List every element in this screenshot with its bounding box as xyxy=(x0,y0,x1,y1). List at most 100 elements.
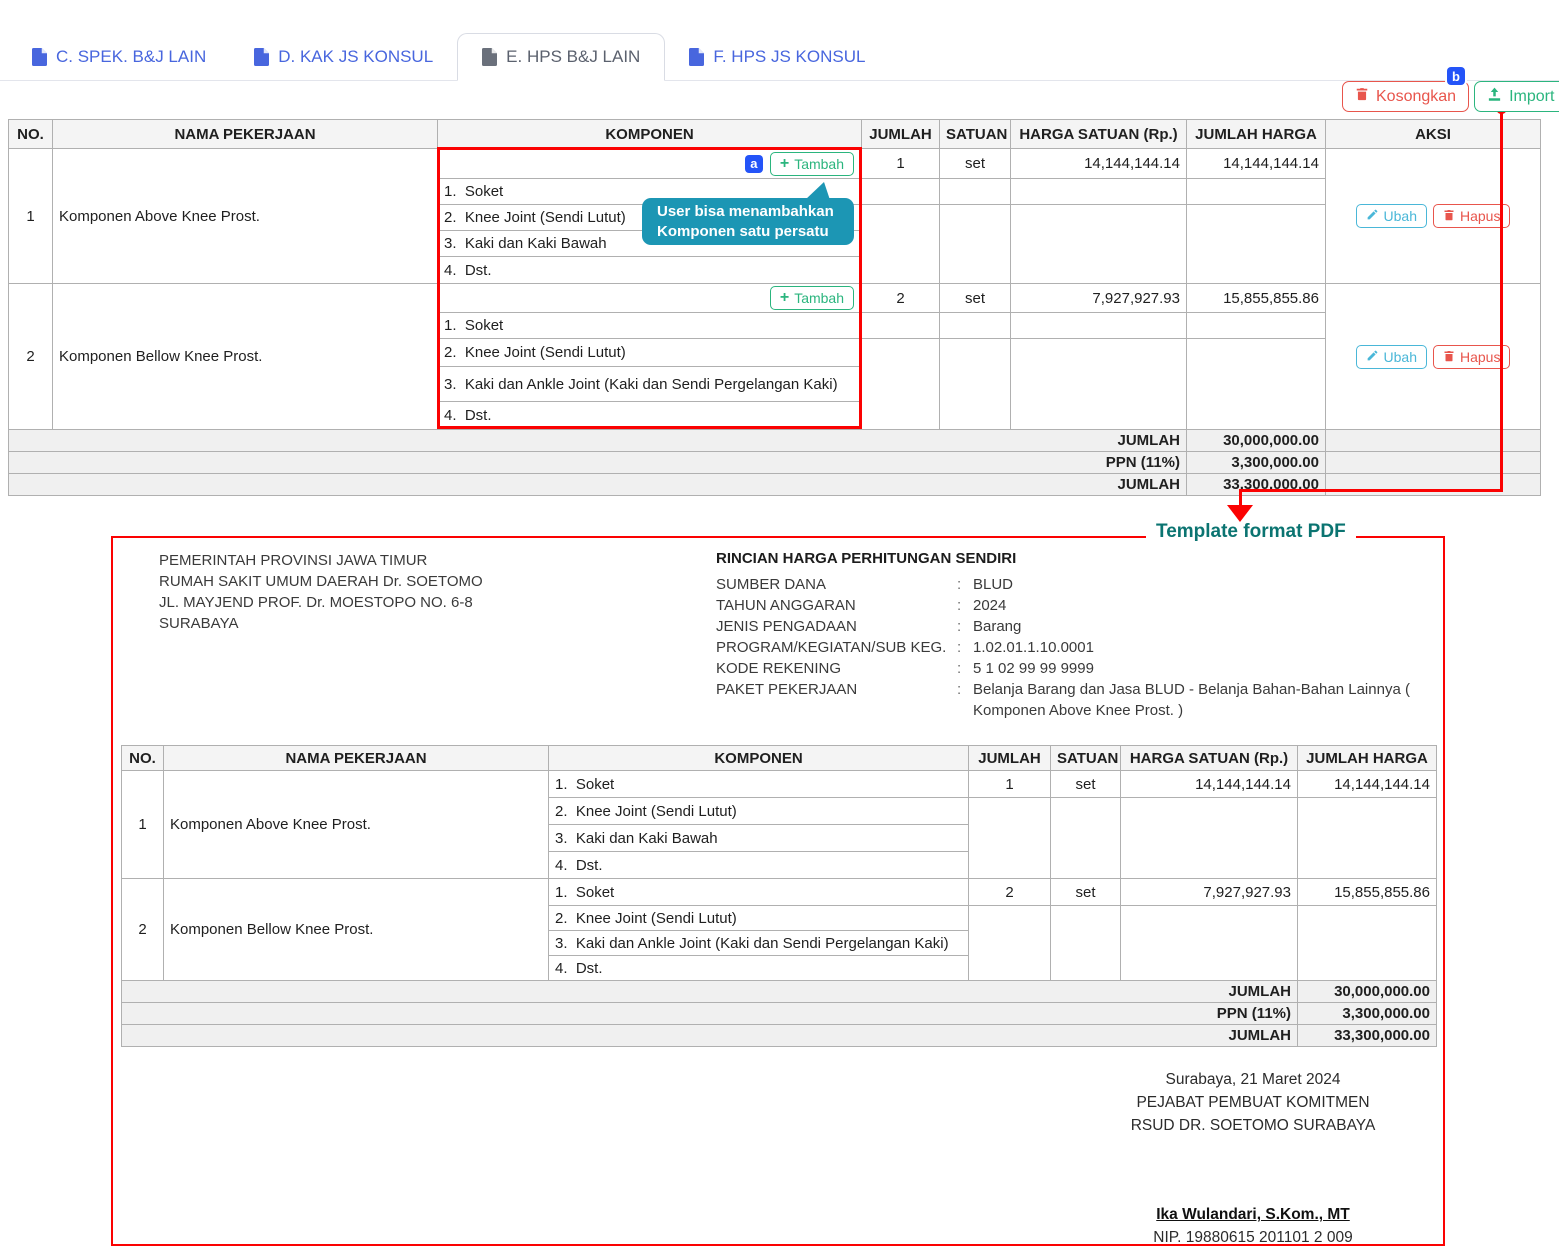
sign-org: RSUD DR. SOETOMO SURABAYA xyxy=(1130,1117,1376,1134)
tab-label: D. KAK JS KONSUL xyxy=(278,46,434,66)
hapus-button[interactable]: Hapus xyxy=(1433,344,1511,369)
ppn-value: 3,300,000.00 xyxy=(1297,1002,1437,1025)
pencil-icon xyxy=(1366,208,1379,224)
annotation-badge-a: a xyxy=(744,154,763,173)
trash-icon xyxy=(1355,87,1369,106)
pdf-org-line: RUMAH SAKIT UMUM DAERAH Dr. SOETOMO xyxy=(159,573,483,590)
hapus-label: Hapus xyxy=(1460,348,1501,365)
sign-name: Ika Wulandari, S.Kom., MT xyxy=(1156,1206,1350,1223)
meta-label: SUMBER DANA xyxy=(716,576,827,593)
sign-nip: NIP. 19880615 201101 2 009 xyxy=(1153,1229,1353,1246)
komponen-item: 3. Kaki dan Kaki Bawah xyxy=(548,824,969,852)
tab-spek-bj-lain[interactable]: C. SPEK. B&J LAIN xyxy=(8,33,230,80)
komponen-row: 4. Dst. xyxy=(122,955,1437,981)
meta-row: SUMBER DANA : BLUD xyxy=(716,574,1425,595)
annotation-line xyxy=(1239,489,1242,506)
ppn-label: PPN (11%) xyxy=(8,451,1187,474)
pencil-icon xyxy=(1366,349,1379,365)
meta-row: PROGRAM/KEGIATAN/SUB KEG. : 1.02.01.1.10… xyxy=(716,637,1425,658)
col-jumlah-harga: JUMLAH HARGA xyxy=(1186,119,1326,149)
meta-value: Belanja Barang dan Jasa BLUD - Belanja B… xyxy=(973,681,1410,719)
plus-icon: + xyxy=(779,289,790,306)
cell-harga-satuan: 7,927,927.93 xyxy=(1120,878,1298,906)
cell-nama: Komponen Above Knee Prost. xyxy=(52,148,438,284)
komponen-row: 3. Kaki dan Ankle Joint (Kaki dan Sendi … xyxy=(122,930,1437,956)
trash-icon xyxy=(1443,349,1455,365)
cell-no: 1 xyxy=(121,770,164,879)
komponen-row: 1. Soket xyxy=(9,178,1541,205)
pdf-org-line: SURABAYA xyxy=(159,615,239,632)
col-nama-pekerjaan: NAMA PEKERJAAN xyxy=(163,745,549,771)
cell-jumlah-harga: 14,144,144.14 xyxy=(1186,148,1326,179)
pdf-org-line: JL. MAYJEND PROF. Dr. MOESTOPO NO. 6-8 xyxy=(159,594,473,611)
hapus-button[interactable]: Hapus xyxy=(1433,204,1511,228)
komponen-row: 1. Soket xyxy=(9,312,1541,339)
komponen-item: 1. Soket xyxy=(437,312,862,339)
ubah-label: Ubah xyxy=(1383,348,1417,365)
komponen-item: 2. Knee Joint (Sendi Lutut) xyxy=(548,905,969,931)
cell-komponen-actions: a + Tambah xyxy=(437,148,862,179)
meta-row: JENIS PENGADAAN : Barang xyxy=(716,616,1425,637)
table-row: 1 Komponen Above Knee Prost. a + Tambah … xyxy=(8,148,1541,284)
pdf-meta-block: RINCIAN HARGA PERHITUNGAN SENDIRI SUMBER… xyxy=(716,550,1425,721)
cell-aksi: Ubah Hapus xyxy=(1325,148,1541,284)
komponen-item: 4. Dst. xyxy=(437,256,862,284)
pdf-template-preview: PEMERINTAH PROVINSI JAWA TIMUR RUMAH SAK… xyxy=(111,536,1445,1246)
col-jumlah: JUMLAH xyxy=(861,119,940,149)
total-row: JUMLAH 33,300,000.00 xyxy=(8,473,1541,496)
kosongkan-button[interactable]: Kosongkan xyxy=(1342,81,1470,112)
tab-label: E. HPS B&J LAIN xyxy=(506,47,641,66)
cell-satuan: set xyxy=(939,148,1011,179)
ubah-button[interactable]: Ubah xyxy=(1355,344,1427,369)
pdf-table-header-row: NO. NAMA PEKERJAAN KOMPONEN JUMLAH SATUA… xyxy=(121,745,1437,771)
komponen-item: 3. Kaki dan Ankle Joint (Kaki dan Sendi … xyxy=(548,930,969,956)
col-harga-satuan: HARGA SATUAN (Rp.) xyxy=(1010,119,1187,149)
annotation-badge-b: b xyxy=(1447,67,1465,85)
pdf-signature-block: Surabaya, 21 Maret 2024 PEJABAT PEMBUAT … xyxy=(993,1068,1513,1249)
total-row: PPN (11%) 3,300,000.00 xyxy=(8,451,1541,474)
komponen-item: 2. Knee Joint (Sendi Lutut) xyxy=(548,797,969,825)
sign-position: PEJABAT PEMBUAT KOMITMEN xyxy=(1136,1094,1370,1111)
tab-hps-js-konsul[interactable]: F. HPS JS KONSUL xyxy=(665,33,889,80)
meta-row: PAKET PEKERJAAN : Belanja Barang dan Jas… xyxy=(716,679,1425,721)
table-header-row: NO. NAMA PEKERJAAN KOMPONEN JUMLAH SATUA… xyxy=(8,119,1541,149)
import-button[interactable]: Import xyxy=(1474,81,1559,112)
tambah-button[interactable]: + Tambah xyxy=(769,151,854,176)
meta-label: TAHUN ANGGARAN xyxy=(716,597,856,614)
cell-nama: Komponen Bellow Knee Prost. xyxy=(163,878,549,981)
cell-satuan: set xyxy=(939,283,1011,313)
meta-value: BLUD xyxy=(973,576,1014,593)
komponen-row: 3. Kaki dan Ankle Joint (Kaki dan Sendi … xyxy=(9,366,1541,402)
komponen-row: 4. Dst. xyxy=(9,256,1541,284)
meta-label: JENIS PENGADAAN xyxy=(716,618,857,635)
cell-jumlah: 1 xyxy=(968,770,1051,798)
tambah-button[interactable]: + Tambah xyxy=(769,286,854,310)
grand-total-value: 33,300,000.00 xyxy=(1186,473,1326,496)
total-label: JUMLAH xyxy=(121,980,1298,1003)
pdf-org-block: PEMERINTAH PROVINSI JAWA TIMUR RUMAH SAK… xyxy=(159,550,483,634)
cell-jumlah-harga: 15,855,855.86 xyxy=(1297,878,1437,906)
cell-harga-satuan: 14,144,144.14 xyxy=(1010,148,1187,179)
tab-hps-bj-lain[interactable]: E. HPS B&J LAIN xyxy=(457,33,666,81)
cell-harga-satuan: 7,927,927.93 xyxy=(1010,283,1187,313)
toolbar: Kosongkan Import xyxy=(1342,81,1559,112)
hapus-label: Hapus xyxy=(1460,208,1501,224)
col-komponen: KOMPONEN xyxy=(548,745,969,771)
meta-row: TAHUN ANGGARAN : 2024 xyxy=(716,595,1425,616)
upload-icon xyxy=(1487,87,1502,107)
sign-place-date: Surabaya, 21 Maret 2024 xyxy=(1165,1071,1341,1088)
annotation-arrow-down-icon xyxy=(1227,505,1253,522)
meta-value: 2024 xyxy=(973,597,1007,614)
tab-kak-js-konsul[interactable]: D. KAK JS KONSUL xyxy=(230,33,457,80)
pdf-total-row: JUMLAH 30,000,000.00 xyxy=(121,980,1437,1003)
cell-jumlah: 2 xyxy=(968,878,1051,906)
ppn-label: PPN (11%) xyxy=(121,1002,1298,1025)
import-label: Import xyxy=(1509,87,1555,105)
col-satuan: SATUAN xyxy=(939,119,1011,149)
ubah-button[interactable]: Ubah xyxy=(1355,204,1427,228)
cell-jumlah: 2 xyxy=(861,283,940,313)
pdf-table-row: 2 Komponen Bellow Knee Prost. 1. Soket 2… xyxy=(121,878,1437,981)
total-label: JUMLAH xyxy=(8,429,1187,452)
cell-nama: Komponen Above Knee Prost. xyxy=(163,770,549,879)
tambah-label: Tambah xyxy=(794,155,844,172)
